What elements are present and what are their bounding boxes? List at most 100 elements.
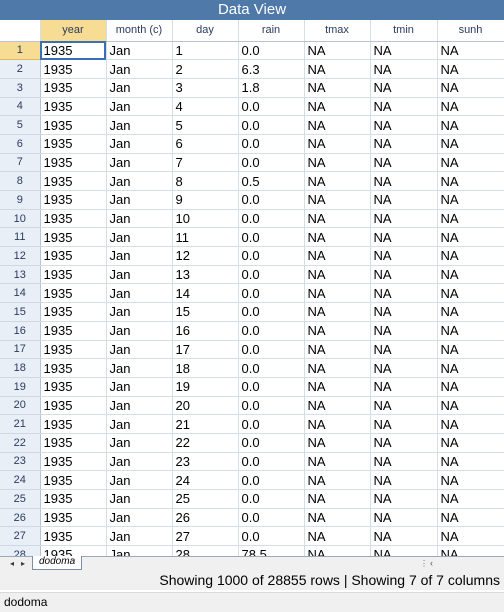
tab-splitter-icon[interactable]: ⋮: [420, 559, 428, 568]
grid-cell[interactable]: 11: [172, 227, 239, 248]
grid-cell[interactable]: 0.0: [238, 227, 305, 248]
row-header[interactable]: 23: [0, 452, 41, 472]
grid-cell[interactable]: 0.0: [238, 97, 305, 117]
grid-cell[interactable]: NA: [304, 340, 371, 360]
grid-cell[interactable]: NA: [437, 545, 504, 556]
grid-cell[interactable]: 1935: [40, 358, 107, 378]
grid-cell[interactable]: NA: [304, 115, 371, 135]
row-header[interactable]: 5: [0, 115, 41, 135]
column-header-day[interactable]: day: [172, 20, 239, 42]
grid-cell[interactable]: 1935: [40, 377, 107, 397]
grid-cell[interactable]: 25: [172, 489, 239, 509]
grid-cell[interactable]: Jan: [106, 545, 173, 556]
grid-cell[interactable]: NA: [437, 153, 504, 173]
grid-cell[interactable]: NA: [304, 526, 371, 547]
grid-cell[interactable]: NA: [304, 171, 371, 191]
grid-cell[interactable]: Jan: [106, 115, 173, 135]
grid-cell[interactable]: 1935: [40, 489, 107, 509]
grid-cell[interactable]: NA: [370, 470, 438, 490]
grid-cell[interactable]: 5: [172, 115, 239, 135]
grid-cell[interactable]: NA: [304, 321, 371, 341]
grid-cell[interactable]: 6.3: [238, 59, 305, 79]
row-header[interactable]: 1: [0, 41, 41, 61]
row-header[interactable]: 17: [0, 340, 41, 360]
column-header-tmin[interactable]: tmin: [370, 20, 438, 42]
row-header[interactable]: 25: [0, 489, 41, 509]
row-header[interactable]: 12: [0, 246, 41, 266]
grid-cell[interactable]: NA: [437, 78, 504, 98]
grid-cell[interactable]: 1935: [40, 209, 107, 229]
row-header[interactable]: 8: [0, 171, 41, 191]
grid-cell[interactable]: 24: [172, 470, 239, 490]
grid-cell[interactable]: 2: [172, 59, 239, 79]
grid-cell[interactable]: 1935: [40, 59, 107, 79]
grid-cell[interactable]: NA: [370, 414, 438, 434]
grid-cell[interactable]: Jan: [106, 321, 173, 341]
grid-cell[interactable]: 0.0: [238, 283, 305, 304]
grid-cell[interactable]: 18: [172, 358, 239, 378]
grid-cell[interactable]: 1935: [40, 171, 107, 191]
grid-cell[interactable]: 1935: [40, 526, 107, 547]
grid-cell[interactable]: NA: [370, 489, 438, 509]
grid-cell[interactable]: NA: [370, 115, 438, 135]
grid-cell[interactable]: Jan: [106, 433, 173, 453]
grid-cell[interactable]: NA: [370, 41, 438, 61]
grid-cell[interactable]: 0.0: [238, 526, 305, 547]
grid-cell[interactable]: NA: [304, 508, 371, 528]
row-header[interactable]: 19: [0, 377, 41, 397]
grid-cell[interactable]: Jan: [106, 190, 173, 210]
grid-cell[interactable]: 3: [172, 78, 239, 98]
row-header[interactable]: 2: [0, 59, 41, 79]
grid-cell[interactable]: NA: [437, 377, 504, 397]
row-header[interactable]: 11: [0, 227, 41, 248]
grid-cell[interactable]: 6: [172, 134, 239, 154]
grid-cell[interactable]: Jan: [106, 97, 173, 117]
grid-cell[interactable]: NA: [370, 153, 438, 173]
sheet-tab-dodoma[interactable]: dodoma: [32, 556, 83, 570]
grid-cell[interactable]: NA: [304, 265, 371, 285]
grid-cell[interactable]: 19: [172, 377, 239, 397]
grid-cell[interactable]: 0.0: [238, 489, 305, 509]
grid-cell[interactable]: Jan: [106, 302, 173, 322]
column-header-month-c[interactable]: month (c): [106, 20, 173, 42]
grid-cell[interactable]: NA: [437, 134, 504, 154]
grid-cell[interactable]: NA: [437, 470, 504, 490]
grid-cell[interactable]: NA: [370, 508, 438, 528]
grid-cell[interactable]: 1935: [40, 153, 107, 173]
grid-cell[interactable]: NA: [437, 115, 504, 135]
column-header-tmax[interactable]: tmax: [304, 20, 371, 42]
column-header-rain[interactable]: rain: [238, 20, 305, 42]
grid-cell[interactable]: 0.0: [238, 190, 305, 210]
grid-cell[interactable]: 21: [172, 414, 239, 434]
grid-cell[interactable]: NA: [370, 340, 438, 360]
grid-cell[interactable]: NA: [370, 171, 438, 191]
grid-cell[interactable]: Jan: [106, 377, 173, 397]
grid-cell[interactable]: NA: [370, 78, 438, 98]
grid-cell[interactable]: 0.0: [238, 377, 305, 397]
grid-cell[interactable]: NA: [304, 283, 371, 304]
grid-cell[interactable]: NA: [370, 452, 438, 472]
grid-cell[interactable]: NA: [437, 171, 504, 191]
grid-cell[interactable]: 8: [172, 171, 239, 191]
grid-cell[interactable]: NA: [304, 190, 371, 210]
grid-cell[interactable]: NA: [304, 470, 371, 490]
grid-cell[interactable]: 78.5: [238, 545, 305, 556]
grid-cell[interactable]: 1935: [40, 227, 107, 248]
grid-cell[interactable]: 14: [172, 283, 239, 304]
grid-cell[interactable]: 0.0: [238, 321, 305, 341]
row-header[interactable]: 16: [0, 321, 41, 341]
grid-cell[interactable]: NA: [437, 209, 504, 229]
grid-cell[interactable]: NA: [370, 283, 438, 304]
column-header-sunh[interactable]: sunh: [437, 20, 504, 42]
grid-cell[interactable]: 0.0: [238, 115, 305, 135]
grid-cell[interactable]: 7: [172, 153, 239, 173]
row-header[interactable]: 27: [0, 526, 41, 547]
grid-cell[interactable]: Jan: [106, 526, 173, 547]
grid-cell[interactable]: 0.0: [238, 246, 305, 266]
grid-cell[interactable]: 27: [172, 526, 239, 547]
grid-cell[interactable]: Jan: [106, 171, 173, 191]
grid-cell[interactable]: NA: [437, 414, 504, 434]
row-header[interactable]: 3: [0, 78, 41, 98]
grid-cell[interactable]: 1935: [40, 283, 107, 304]
grid-cell[interactable]: NA: [304, 153, 371, 173]
